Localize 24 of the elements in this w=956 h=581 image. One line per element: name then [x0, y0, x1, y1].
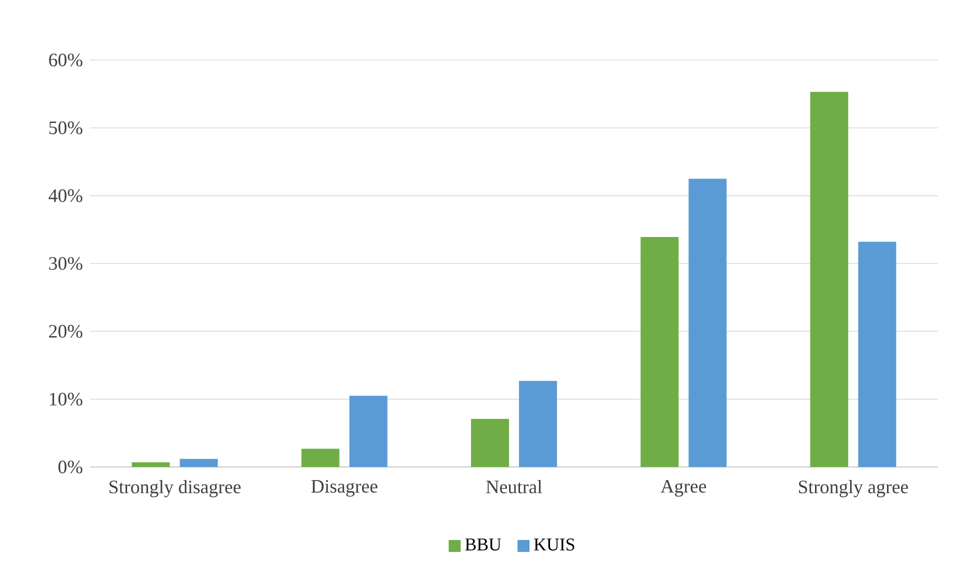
- bar: [688, 178, 727, 467]
- x-tick-label: Neutral: [486, 480, 542, 494]
- y-tick-label: 50%: [49, 121, 82, 134]
- x-tick-label: Strongly agree: [799, 480, 908, 498]
- bar: [519, 380, 557, 467]
- bar: [858, 242, 896, 467]
- legend-label: BBU: [465, 538, 502, 551]
- y-tick-label: 30%: [49, 257, 82, 270]
- bar: [349, 396, 388, 467]
- bar: [640, 237, 679, 467]
- y-tick-label: 60%: [49, 54, 82, 66]
- bar: [810, 92, 848, 467]
- bar: [301, 448, 340, 467]
- y-tick-label: 0%: [58, 460, 82, 474]
- x-tick-label: Strongly disagree: [110, 480, 241, 498]
- bar: [471, 418, 509, 467]
- legend-label: KUIS: [534, 538, 574, 551]
- x-tick-label: Agree: [660, 480, 706, 497]
- y-tick-label: 40%: [48, 189, 82, 202]
- y-tick-label: 20%: [49, 324, 82, 338]
- x-tick-label: Disagree: [311, 480, 378, 497]
- bar: [180, 458, 218, 467]
- bar: [132, 462, 170, 467]
- y-tick-label: 10%: [50, 392, 82, 406]
